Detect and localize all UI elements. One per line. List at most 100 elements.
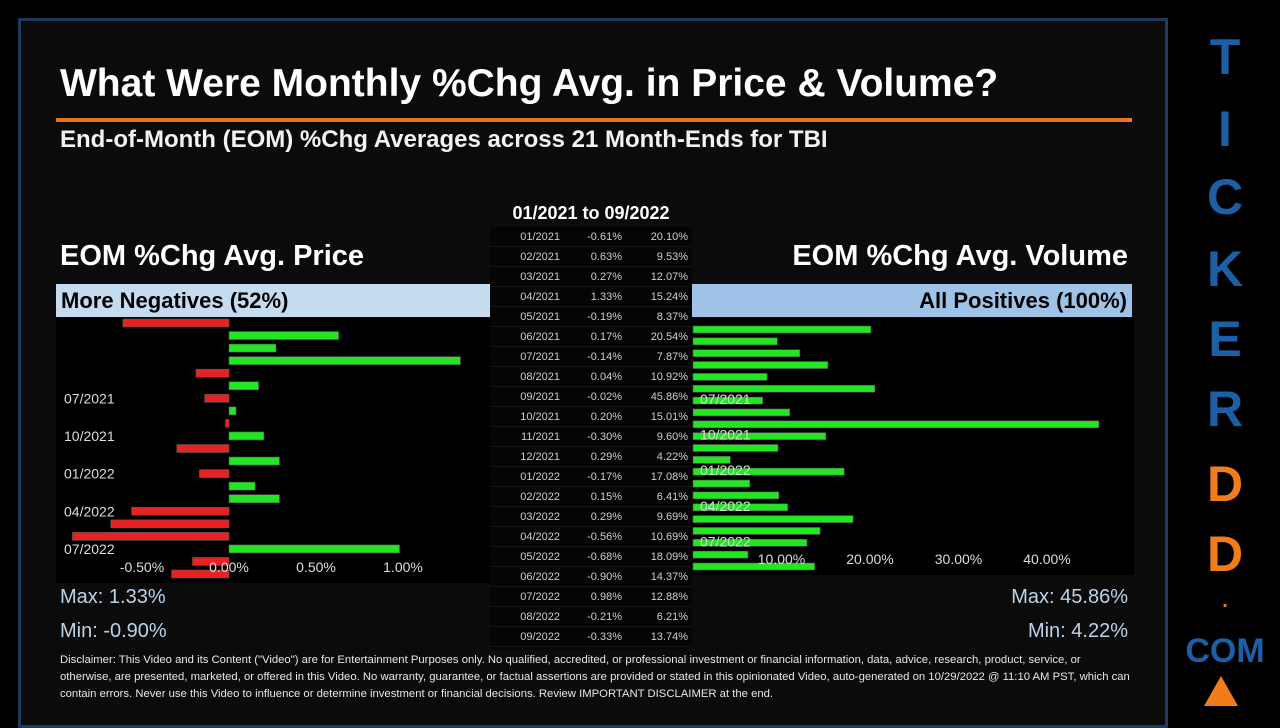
month-cell: 10/2021 [520, 411, 560, 423]
brand-com: COM [1185, 632, 1265, 670]
price-bar [225, 419, 230, 428]
month-cell: 02/2022 [520, 491, 560, 503]
volume-cell: 20.54% [650, 331, 688, 343]
volume-heading: EOM %Chg Avg. Volume [792, 240, 1128, 272]
y-tick-label: 01/2022 [64, 466, 115, 482]
price-bar [192, 557, 230, 566]
month-cell: 01/2021 [520, 231, 560, 243]
price-cell: -0.14% [587, 351, 622, 363]
volume-bar [692, 539, 808, 547]
brand-letter: T [1209, 29, 1241, 85]
table-row: 01/2022 -0.17% 17.08% [490, 467, 692, 487]
price-cell: 0.20% [590, 411, 622, 423]
price-bar [228, 343, 277, 353]
brand-letter: K [1206, 241, 1244, 297]
volume-bar [692, 550, 749, 559]
table-row: 11/2021 -0.30% 9.60% [490, 427, 692, 447]
month-cell: 06/2022 [520, 571, 560, 583]
month-cell: 05/2021 [520, 311, 560, 323]
price-cell: -0.19% [587, 311, 622, 323]
table-row: 06/2021 0.17% 20.54% [490, 327, 692, 347]
volume-max: Max: 45.86% [1011, 586, 1128, 608]
price-cell: -0.17% [587, 471, 622, 483]
price-cell: -0.02% [587, 391, 622, 403]
title-divider [56, 118, 1132, 122]
volume-cell: 45.86% [650, 391, 688, 403]
table-row: 10/2021 0.20% 15.01% [490, 407, 692, 427]
volume-cell: 20.10% [650, 231, 688, 243]
price-bar [228, 494, 280, 503]
volume-bar [692, 384, 876, 393]
price-cell: 0.98% [590, 591, 622, 603]
price-bar [199, 469, 230, 478]
volume-bar [692, 456, 731, 464]
page-title: What Were Monthly %Chg Avg. in Price & V… [60, 62, 999, 105]
volume-cell: 6.21% [656, 611, 688, 623]
price-bar [176, 444, 230, 453]
volume-band: All Positives (100%) [692, 284, 1132, 317]
x-tick-label: -0.50% [120, 559, 164, 575]
table-row: 02/2022 0.15% 6.41% [490, 487, 692, 507]
y-tick-label: 01/2022 [700, 462, 751, 478]
price-cell: 1.33% [590, 291, 622, 303]
table-row: 12/2021 0.29% 4.22% [490, 447, 692, 467]
volume-cell: 18.09% [650, 551, 688, 563]
month-cell: 04/2021 [520, 291, 560, 303]
brand-letter: D [1206, 456, 1244, 512]
volume-bar [692, 491, 780, 500]
volume-bar [692, 337, 778, 346]
volume-bar [692, 349, 801, 358]
price-max: Max: 1.33% [60, 586, 166, 608]
y-tick-label: 04/2022 [700, 498, 751, 514]
y-tick-label: 07/2021 [700, 391, 751, 407]
subtitle: End-of-Month (EOM) %Chg Averages across … [60, 126, 828, 153]
x-tick-label: 0.50% [296, 559, 336, 575]
price-chart: 07/2021 10/2021 01/2022 04/2022 07/2022 -0.50… [56, 318, 490, 583]
month-cell: 02/2021 [520, 251, 560, 263]
y-tick-label: 10/2021 [64, 428, 115, 444]
month-cell: 03/2021 [520, 271, 560, 283]
volume-cell: 9.60% [656, 431, 688, 443]
price-bar [110, 519, 230, 529]
y-tick-label: 10/2021 [700, 427, 751, 443]
price-bar [195, 368, 230, 378]
month-cell: 06/2021 [520, 331, 560, 343]
table-row: 07/2021 -0.14% 7.87% [490, 347, 692, 367]
price-heading: EOM %Chg Avg. Price [60, 240, 365, 272]
month-cell: 03/2022 [520, 511, 560, 523]
volume-cell: 15.24% [650, 291, 688, 303]
y-tick-label: 04/2022 [64, 503, 115, 519]
volume-bar [692, 408, 790, 417]
disclaimer: Disclaimer: This Video and its Content (… [60, 654, 1130, 700]
table-row: 07/2022 0.98% 12.88% [490, 587, 692, 607]
month-cell: 01/2022 [520, 471, 560, 483]
x-tick-label: 30.00% [935, 551, 982, 567]
brand-letter: . [1222, 590, 1228, 612]
volume-cell: 10.92% [650, 371, 688, 383]
warning-triangle-icon [1204, 676, 1238, 706]
month-cell: 08/2021 [520, 371, 560, 383]
table-row: 04/2022 -0.56% 10.69% [490, 527, 692, 547]
table-row: 08/2022 -0.21% 6.21% [490, 607, 692, 627]
volume-cell: 9.53% [656, 251, 688, 263]
volume-bar [692, 373, 768, 381]
volume-min: Min: 4.22% [1027, 620, 1128, 642]
volume-cell: 12.07% [650, 271, 688, 283]
price-bar [228, 544, 400, 554]
month-cell: 07/2021 [520, 351, 560, 363]
volume-cell: 15.01% [650, 411, 688, 423]
volume-bar [692, 467, 845, 476]
price-bar [131, 506, 230, 516]
volume-cell: 12.88% [650, 591, 688, 603]
volume-cell: 9.69% [656, 511, 688, 523]
y-tick-label: 07/2022 [64, 541, 115, 557]
volume-cell: 17.08% [650, 471, 688, 483]
y-tick-label: 07/2021 [64, 390, 115, 406]
volume-bar [692, 479, 751, 488]
price-bar [228, 456, 280, 466]
volume-bar [692, 432, 827, 440]
price-bar [228, 431, 265, 441]
brand-letter: C [1206, 169, 1244, 225]
price-cell: -0.68% [587, 551, 622, 563]
month-cell: 07/2022 [520, 591, 560, 603]
